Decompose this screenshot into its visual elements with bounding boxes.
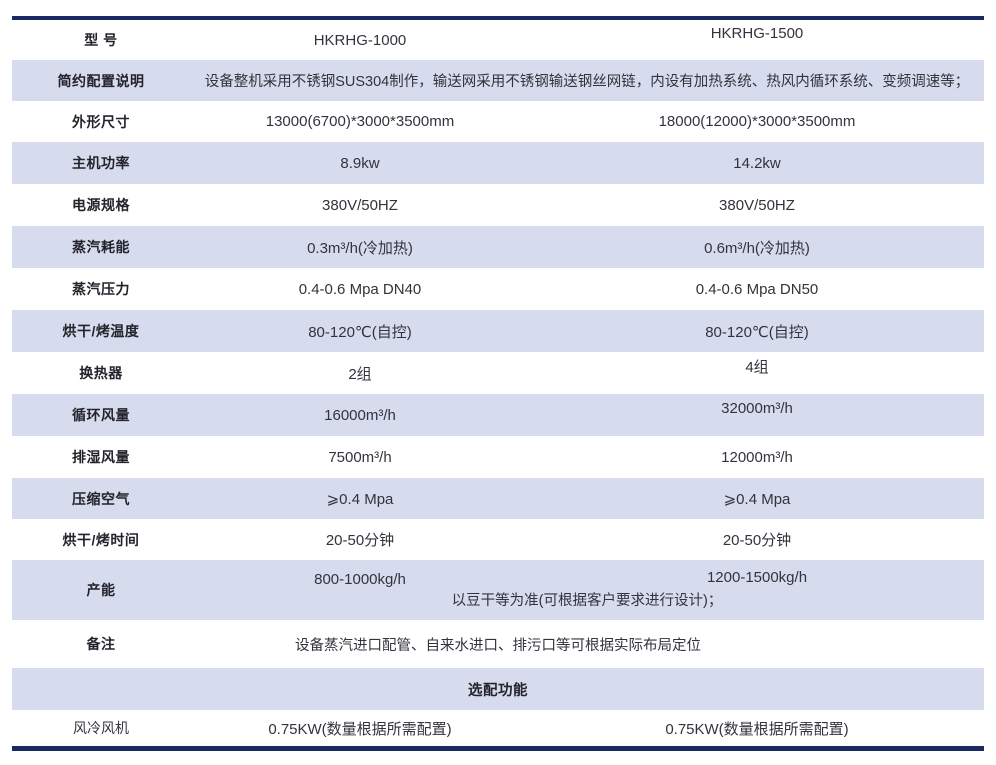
row-label-capacity: 产能	[86, 582, 116, 598]
compressed-air-a-value: ⩾0.4 Mpa	[326, 490, 394, 508]
row-capacity: 产能 800-1000kg/h 1200-1500kg/h 以豆干等为准(可根据…	[12, 560, 984, 620]
table-top-rule	[12, 16, 984, 20]
steam-pressure-a-value: 0.4-0.6 Mpa DN40	[298, 280, 422, 298]
row-circulating-airflow: 循环风量 16000m³/h 32000m³/h	[12, 394, 984, 436]
row-label-drying-time: 烘干/烤时间	[62, 531, 140, 548]
row-label-compressed-air: 压缩空气	[72, 490, 130, 507]
model-a-value: HKRHG-1000	[313, 31, 407, 49]
row-optional-features: 选配功能	[12, 668, 984, 710]
row-heat-exchanger: 换热器 2组 4组	[12, 352, 984, 394]
remarks-text: 设备蒸汽进口配管、自来水进口、排污口等可根据实际布局定位	[295, 637, 701, 654]
heat-exchanger-a-value: 2组	[348, 365, 372, 383]
steam-pressure-b-value: 0.4-0.6 Mpa DN50	[695, 280, 819, 298]
row-model: 型 号 HKRHG-1000 HKRHG-1500	[12, 20, 984, 60]
row-drying-temperature: 烘干/烤温度 80-120℃(自控) 80-120℃(自控)	[12, 310, 984, 352]
row-drying-time: 烘干/烤时间 20-50分钟 20-50分钟	[12, 519, 984, 560]
circulating-airflow-b-value: 32000m³/h	[721, 399, 793, 417]
row-label-air-cooling-fan: 风冷风机	[73, 720, 129, 736]
row-label-dimensions: 外形尺寸	[72, 113, 130, 130]
row-label-circulating-airflow: 循环风量	[72, 407, 130, 423]
row-config-description: 简约配置说明 设备整机采用不锈钢SUS304制作，输送网采用不锈钢输送钢丝网链，…	[12, 60, 984, 101]
drying-time-a-value: 20-50分钟	[325, 532, 395, 549]
row-label-main-power: 主机功率	[72, 155, 130, 171]
row-steam-pressure: 蒸汽压力 0.4-0.6 Mpa DN40 0.4-0.6 Mpa DN50	[12, 268, 984, 310]
power-supply-a-value: 380V/50HZ	[322, 196, 398, 214]
air-cooling-fan-a-value: 0.75KW(数量根据所需配置)	[268, 720, 452, 738]
row-power-supply: 电源规格 380V/50HZ 380V/50HZ	[12, 184, 984, 226]
row-label-dehumidifying-airflow: 排湿风量	[72, 449, 130, 465]
model-b-value: HKRHG-1500	[710, 24, 804, 42]
row-label-remarks: 备注	[86, 636, 116, 652]
main-power-b-value: 14.2kw	[733, 154, 781, 172]
drying-time-b-value: 20-50分钟	[722, 532, 792, 549]
row-label-steam-pressure: 蒸汽压力	[72, 281, 130, 297]
row-dimensions: 外形尺寸 13000(6700)*3000*3500mm 18000(12000…	[12, 101, 984, 142]
row-compressed-air: 压缩空气 ⩾0.4 Mpa ⩾0.4 Mpa	[12, 478, 984, 519]
table-bottom-rule	[12, 746, 984, 751]
heat-exchanger-b-value: 4组	[745, 358, 769, 376]
row-label-drying-temperature: 烘干/烤温度	[62, 323, 140, 339]
steam-consumption-b-value: 0.6m³/h(冷加热)	[704, 239, 810, 257]
capacity-note: 以豆干等为准(可根据客户要求进行设计)；	[451, 592, 723, 609]
dimensions-b-value: 18000(12000)*3000*3500mm	[658, 113, 856, 130]
row-label-model: 型 号	[84, 32, 118, 48]
row-main-power: 主机功率 8.9kw 14.2kw	[12, 142, 984, 184]
optional-features-title: 选配功能	[468, 682, 528, 699]
row-label-power-supply: 电源规格	[72, 197, 130, 213]
row-air-cooling-fan: 风冷风机 0.75KW(数量根据所需配置) 0.75KW(数量根据所需配置)	[12, 710, 984, 746]
capacity-line: 800-1000kg/h 1200-1500kg/h	[190, 568, 984, 588]
air-cooling-fan-b-value: 0.75KW(数量根据所需配置)	[665, 720, 849, 738]
row-label-config: 简约配置说明	[57, 72, 145, 89]
capacity-a-value: 800-1000kg/h	[314, 570, 406, 588]
steam-consumption-a-value: 0.3m³/h(冷加热)	[307, 239, 413, 257]
row-remarks: 备注 设备蒸汽进口配管、自来水进口、排污口等可根据实际布局定位	[12, 620, 984, 668]
power-supply-b-value: 380V/50HZ	[719, 196, 795, 214]
main-power-a-value: 8.9kw	[340, 154, 380, 172]
drying-temperature-b-value: 80-120℃(自控)	[705, 323, 809, 341]
drying-temperature-a-value: 80-120℃(自控)	[308, 323, 412, 341]
dehumidifying-airflow-b-value: 12000m³/h	[721, 448, 793, 466]
compressed-air-b-value: ⩾0.4 Mpa	[723, 490, 791, 508]
row-steam-consumption: 蒸汽耗能 0.3m³/h(冷加热) 0.6m³/h(冷加热)	[12, 226, 984, 268]
capacity-b-value: 1200-1500kg/h	[706, 568, 808, 586]
config-description-text: 设备整机采用不锈钢SUS304制作，输送网采用不锈钢输送钢丝网链，内设有加热系统…	[204, 74, 970, 90]
row-label-steam-consumption: 蒸汽耗能	[72, 239, 130, 255]
row-dehumidifying-airflow: 排湿风量 7500m³/h 12000m³/h	[12, 436, 984, 478]
row-label-heat-exchanger: 换热器	[79, 365, 123, 381]
specification-table: 型 号 HKRHG-1000 HKRHG-1500 简约配置说明 设备整机采用不…	[12, 16, 984, 751]
dehumidifying-airflow-a-value: 7500m³/h	[328, 448, 392, 466]
capacity-values: 800-1000kg/h 1200-1500kg/h 以豆干等为准(可根据客户要…	[190, 568, 984, 610]
circulating-airflow-a-value: 16000m³/h	[324, 406, 396, 424]
dimensions-a-value: 13000(6700)*3000*3500mm	[265, 113, 455, 130]
